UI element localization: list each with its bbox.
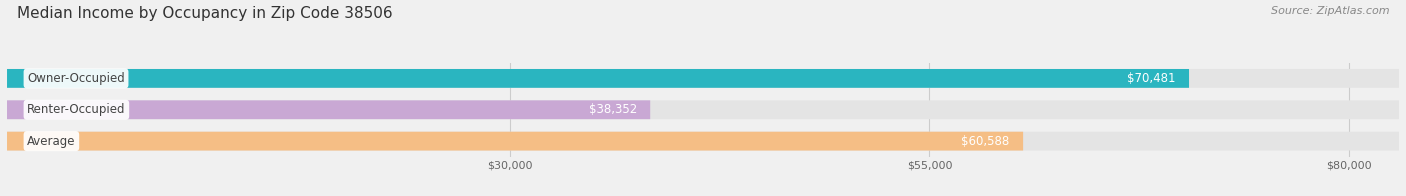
Text: Median Income by Occupancy in Zip Code 38506: Median Income by Occupancy in Zip Code 3… [17,6,392,21]
FancyBboxPatch shape [7,69,1399,88]
Text: Source: ZipAtlas.com: Source: ZipAtlas.com [1271,6,1389,16]
Text: Owner-Occupied: Owner-Occupied [27,72,125,85]
FancyBboxPatch shape [7,132,1399,151]
Text: $60,588: $60,588 [962,135,1010,148]
FancyBboxPatch shape [7,100,1399,119]
FancyBboxPatch shape [7,132,1024,151]
Text: Average: Average [27,135,76,148]
Text: Renter-Occupied: Renter-Occupied [27,103,125,116]
FancyBboxPatch shape [7,100,650,119]
Text: $38,352: $38,352 [589,103,637,116]
Text: $70,481: $70,481 [1128,72,1175,85]
FancyBboxPatch shape [7,69,1189,88]
